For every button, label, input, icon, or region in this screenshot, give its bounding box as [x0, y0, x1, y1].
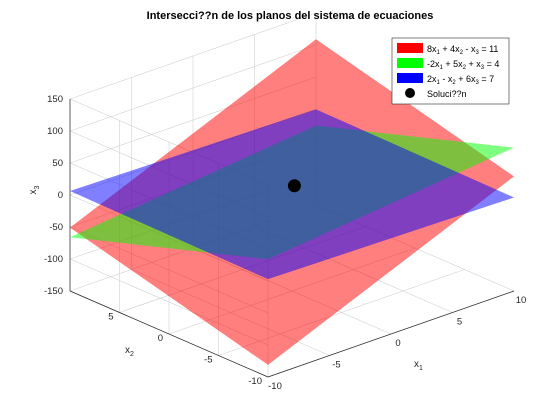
chart-title: Intersecci??n de los planos del sistema …	[147, 10, 434, 22]
legend: 8x1 + 4x2 - x3 = 11 -2x1 + 5x2 + x3 = 4 …	[391, 37, 510, 105]
planes	[70, 39, 514, 365]
tick-label-x2: -5	[204, 355, 212, 366]
tick-label-x3: -100	[44, 254, 63, 265]
tick-label-x2: -10	[248, 376, 262, 387]
legend-swatch-plane-3	[397, 73, 423, 83]
solution-layer	[287, 179, 301, 193]
axis-line-x1	[267, 290, 515, 378]
tick-label-x1: 10	[516, 295, 527, 306]
tick-label-x1: 5	[457, 317, 462, 328]
x3-axis-label: x3	[28, 185, 41, 194]
tick-label-x1: 0	[395, 338, 400, 349]
axis-line-x2	[69, 290, 269, 378]
legend-label-plane-3: 2x1 - x2 + 6x3 = 7	[427, 74, 494, 86]
tick-label-x3: 100	[47, 126, 63, 137]
tick-label-x2: 0	[158, 333, 163, 344]
legend-label-solution: Soluci??n	[427, 89, 467, 99]
tick-label-x1: -5	[332, 360, 340, 371]
tick-label-x3: 0	[58, 190, 63, 201]
tick-label-x2: 5	[108, 312, 113, 323]
tick-label-x3: -150	[44, 286, 63, 297]
legend-label-plane-2: -2x1 + 5x2 + x3 = 4	[427, 59, 499, 71]
legend-marker-solution	[405, 88, 415, 98]
legend-label-plane-1: 8x1 + 4x2 - x3 = 11	[427, 44, 498, 56]
x1-axis-label: x1	[414, 359, 423, 372]
legend-swatch-plane-2	[397, 58, 423, 68]
tick-label-x3: 150	[47, 94, 63, 105]
tick-label-x1: -10	[268, 381, 282, 392]
x2-axis-label: x2	[125, 345, 134, 358]
tick-label-x3: -50	[49, 222, 63, 233]
plane-3	[70, 109, 514, 280]
tick-label-x3: 50	[52, 158, 63, 169]
legend-swatch-plane-1	[397, 43, 423, 53]
solution-point	[287, 179, 301, 193]
axes-box	[69, 99, 515, 378]
